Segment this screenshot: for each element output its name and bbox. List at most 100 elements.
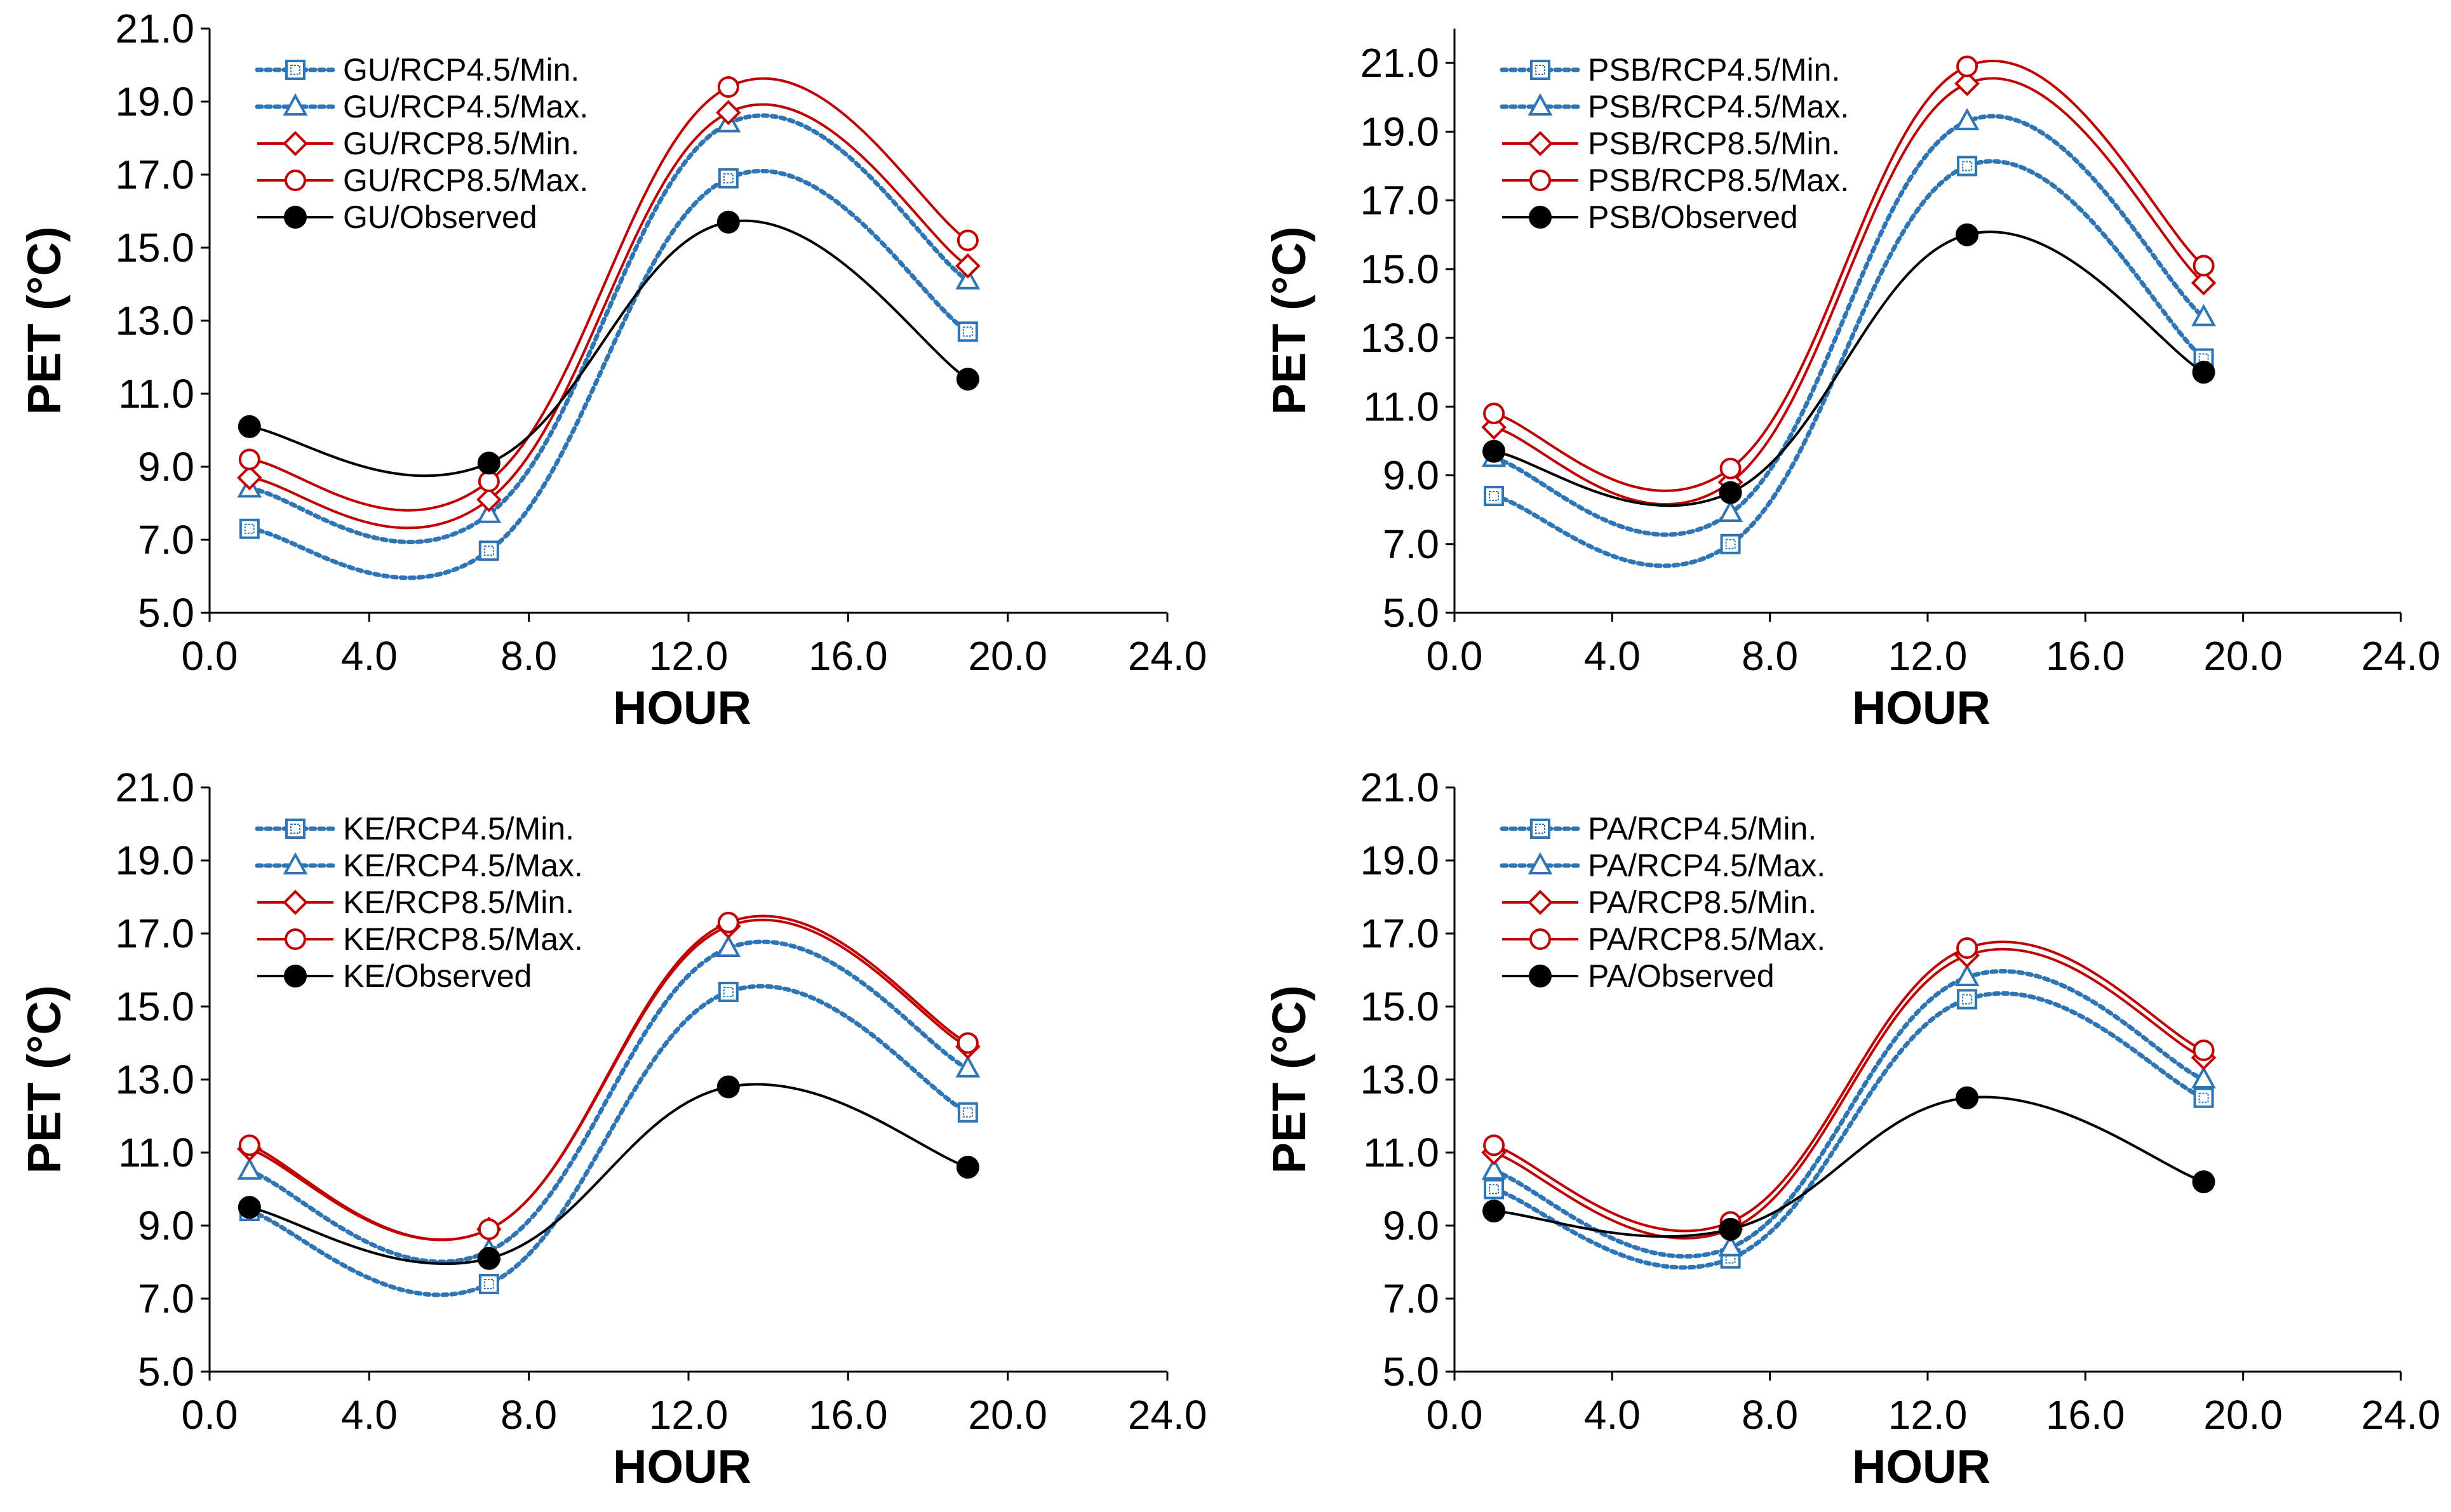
data-point <box>716 100 741 126</box>
x-tick-label: 24.0 <box>1128 633 1207 679</box>
data-point <box>1483 403 1505 425</box>
data-point <box>1718 1234 1743 1257</box>
series-line <box>249 914 969 1241</box>
legend-label: PSB/Observed <box>1588 199 1798 235</box>
x-tick-label: 4.0 <box>1584 1392 1641 1438</box>
data-point <box>1954 107 1980 131</box>
data-point <box>2192 361 2215 384</box>
series-line <box>1493 77 2205 506</box>
chart-panel-pa: 5.0 7.0 9.0 11.0 13.0 15.0 17.0 19.0 21.0 0.0 4.0 8… <box>1263 765 2440 1493</box>
y-axis-title: PET (°C) <box>1263 227 1315 415</box>
data-point <box>956 1156 979 1179</box>
series-gu-rcp4-5-max <box>237 110 981 545</box>
data-point <box>2192 1170 2215 1193</box>
data-point <box>476 500 502 523</box>
y-tick-label: 5.0 <box>1383 1349 1439 1395</box>
data-point <box>1957 989 1978 1010</box>
y-tick-label: 9.0 <box>1383 453 1439 498</box>
legend-label: PA/RCP8.5/Min. <box>1588 885 1816 920</box>
series-gu-rcp8-5-min <box>237 100 981 530</box>
legend-label: KE/RCP4.5/Min. <box>343 811 574 846</box>
legend-swatch-marker <box>1529 928 1551 950</box>
y-tick-label: 21.0 <box>1360 40 1439 86</box>
data-point <box>1956 937 1978 959</box>
data-point <box>478 471 500 492</box>
legend-label: KE/Observed <box>343 958 532 994</box>
legend: PSB/RCP4.5/Min.PSB/RCP4.5/Max.PSB/RCP8.5… <box>1500 52 1849 235</box>
x-tick-label: 20.0 <box>2203 1392 2283 1438</box>
y-tick-label: 7.0 <box>1383 521 1439 567</box>
data-point <box>717 911 739 933</box>
x-tick-label: 0.0 <box>1427 1392 1483 1438</box>
data-point <box>1719 457 1742 479</box>
data-point <box>955 253 981 279</box>
data-point <box>716 1075 740 1099</box>
series-line <box>1493 1095 2205 1238</box>
data-point <box>1956 55 1978 77</box>
data-point <box>718 982 739 1002</box>
series-psb-observed <box>1482 223 2215 507</box>
y-tick-label: 13.0 <box>1360 315 1439 361</box>
series-pa-rcp4-5-max <box>1481 963 2216 1259</box>
x-axis-title: HOUR <box>1852 681 1991 734</box>
x-axis-title: HOUR <box>1852 1440 1991 1493</box>
data-point <box>1484 1179 1505 1200</box>
data-point <box>239 518 260 539</box>
series-line <box>249 219 969 478</box>
legend-swatch-marker <box>1528 131 1553 156</box>
series-line <box>1493 60 2205 492</box>
data-point <box>2193 1087 2214 1108</box>
y-tick-label: 15.0 <box>115 225 194 271</box>
legend-swatch-marker <box>1530 819 1550 839</box>
y-tick-label: 11.0 <box>118 1130 194 1175</box>
legend-swatch-marker <box>283 131 308 156</box>
legend-label: KE/RCP8.5/Min. <box>343 885 574 920</box>
legend-label: GU/RCP4.5/Min. <box>343 52 579 88</box>
x-tick-label: 24.0 <box>1128 1392 1207 1438</box>
y-tick-label: 19.0 <box>1360 838 1439 883</box>
y-tick-label: 15.0 <box>115 984 194 1029</box>
data-point <box>956 368 979 391</box>
data-point <box>1954 963 1980 986</box>
legend-swatch-marker <box>283 93 308 116</box>
legend-swatch-marker <box>1529 170 1551 191</box>
series-line <box>1493 947 2205 1240</box>
series-line <box>249 77 969 512</box>
data-point <box>1482 439 1506 463</box>
x-axis-title: HOUR <box>613 1440 751 1493</box>
y-tick-label: 19.0 <box>1360 109 1439 154</box>
series-line <box>247 113 970 545</box>
legend-swatch-marker <box>285 60 306 80</box>
data-point <box>957 229 979 251</box>
y-axis-title: PET (°C) <box>18 986 71 1174</box>
x-tick-label: 16.0 <box>809 1392 888 1438</box>
y-tick-label: 17.0 <box>115 152 194 197</box>
legend-swatch-marker <box>283 852 308 874</box>
series-line <box>1491 968 2206 1259</box>
y-tick-label: 21.0 <box>1360 765 1439 810</box>
data-point <box>2191 270 2217 296</box>
legend-swatch-marker <box>285 170 306 191</box>
legend-label: GU/Observed <box>343 199 537 235</box>
x-tick-label: 4.0 <box>341 633 398 679</box>
legend: KE/RCP4.5/Min.KE/RCP4.5/Max.KE/RCP8.5/Mi… <box>255 811 583 994</box>
y-tick-label: 11.0 <box>118 371 194 417</box>
legend-swatch-marker <box>1528 890 1553 915</box>
y-tick-label: 17.0 <box>1360 911 1439 956</box>
series-line <box>247 939 970 1264</box>
legend-label: PA/Observed <box>1588 958 1775 994</box>
data-point <box>1719 481 1742 504</box>
x-tick-label: 12.0 <box>1888 633 1968 679</box>
data-point <box>2191 1066 2216 1088</box>
y-tick-label: 9.0 <box>1383 1203 1439 1248</box>
x-tick-label: 20.0 <box>968 633 1047 679</box>
y-tick-label: 15.0 <box>1360 246 1439 292</box>
legend-swatch-marker <box>284 206 307 229</box>
y-tick-label: 7.0 <box>138 517 194 563</box>
x-axis-title: HOUR <box>613 681 751 734</box>
series-line <box>1493 940 2205 1233</box>
x-tick-label: 20.0 <box>2203 633 2283 679</box>
chart-panel-gu: 5.0 7.0 9.0 11.0 13.0 15.0 17.0 19.0 21.0 0.0 4.0 8… <box>18 6 1207 734</box>
y-tick-label: 19.0 <box>115 838 194 883</box>
